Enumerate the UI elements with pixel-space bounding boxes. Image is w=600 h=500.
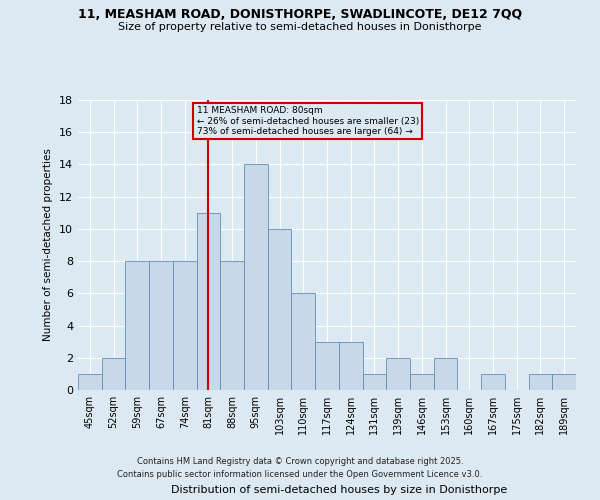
Text: Size of property relative to semi-detached houses in Donisthorpe: Size of property relative to semi-detach… bbox=[118, 22, 482, 32]
Text: 11 MEASHAM ROAD: 80sqm
← 26% of semi-detached houses are smaller (23)
73% of sem: 11 MEASHAM ROAD: 80sqm ← 26% of semi-det… bbox=[197, 106, 419, 136]
Bar bbox=[197, 213, 220, 390]
Text: Distribution of semi-detached houses by size in Donisthorpe: Distribution of semi-detached houses by … bbox=[171, 485, 507, 495]
Bar bbox=[481, 374, 505, 390]
Text: 11, MEASHAM ROAD, DONISTHORPE, SWADLINCOTE, DE12 7QQ: 11, MEASHAM ROAD, DONISTHORPE, SWADLINCO… bbox=[78, 8, 522, 20]
Bar bbox=[268, 229, 292, 390]
Bar bbox=[292, 294, 315, 390]
Bar bbox=[339, 342, 362, 390]
Bar bbox=[434, 358, 457, 390]
Bar bbox=[173, 261, 197, 390]
Y-axis label: Number of semi-detached properties: Number of semi-detached properties bbox=[43, 148, 53, 342]
Bar bbox=[315, 342, 339, 390]
Bar bbox=[410, 374, 434, 390]
Bar bbox=[78, 374, 102, 390]
Bar bbox=[244, 164, 268, 390]
Bar bbox=[220, 261, 244, 390]
Bar bbox=[552, 374, 576, 390]
Text: Contains HM Land Registry data © Crown copyright and database right 2025.
Contai: Contains HM Land Registry data © Crown c… bbox=[118, 458, 482, 479]
Bar bbox=[529, 374, 552, 390]
Bar bbox=[362, 374, 386, 390]
Bar bbox=[386, 358, 410, 390]
Bar bbox=[102, 358, 125, 390]
Bar bbox=[149, 261, 173, 390]
Bar bbox=[125, 261, 149, 390]
